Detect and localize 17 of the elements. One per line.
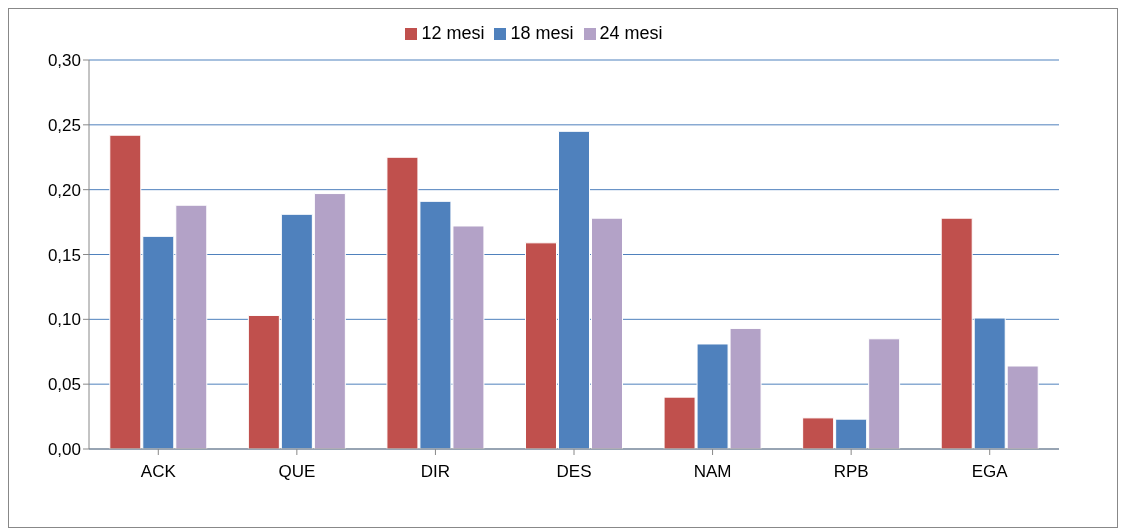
legend-label: 18 mesi: [510, 23, 574, 43]
x-tick-label: DES: [556, 462, 592, 482]
x-tick-label: EGA: [971, 462, 1009, 482]
x-tick-label: ACK: [140, 462, 177, 482]
x-tick-label: NAM: [693, 462, 732, 482]
y-tick-label: 0,10: [47, 310, 81, 330]
y-tick-label: 0,05: [47, 375, 81, 395]
x-tick-label: RPB: [833, 462, 869, 482]
y-tick-label: 0,25: [47, 115, 81, 135]
y-tick-label: 0,20: [47, 180, 81, 200]
y-tick-label: 0,15: [47, 245, 81, 265]
legend-label: 12 mesi: [421, 23, 485, 43]
y-tick-label: 0,00: [47, 440, 81, 460]
legend-label: 24 mesi: [599, 23, 663, 43]
x-tick-label: QUE: [278, 462, 316, 482]
y-tick-label: 0,30: [47, 51, 81, 71]
x-tick-label: DIR: [420, 462, 451, 482]
